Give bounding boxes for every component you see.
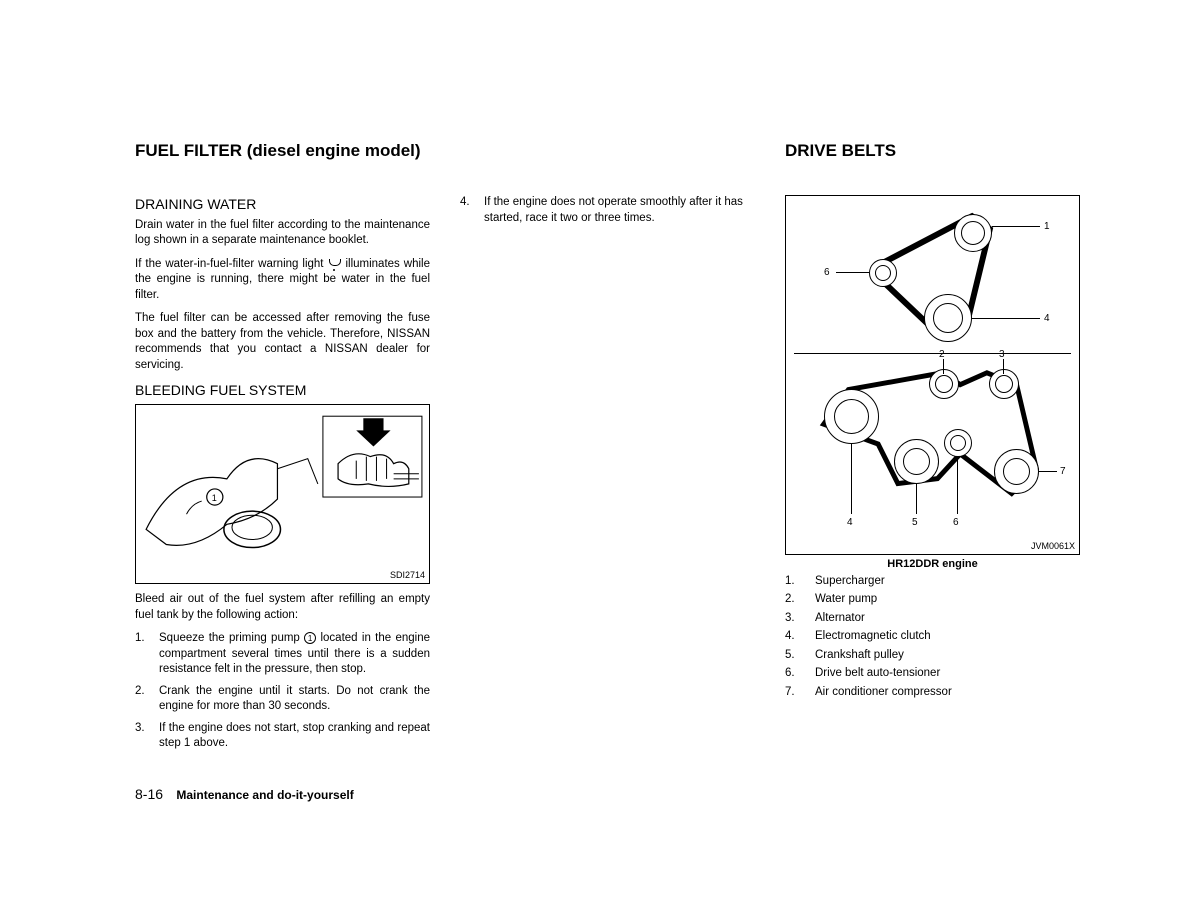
pulley-l4 — [824, 389, 879, 444]
step-3: 3. If the engine does not start, stop cr… — [135, 721, 430, 752]
step-4: 4. If the engine does not operate smooth… — [460, 195, 755, 226]
label-l3: 3 — [999, 348, 1005, 362]
figure-code-1: SDI2714 — [390, 569, 425, 581]
heading-bleeding: BLEEDING FUEL SYSTEM — [135, 381, 430, 400]
footer-title: Maintenance and do-it-yourself — [176, 788, 353, 802]
para-drain-2: If the water-in-fuel-filter warning ligh… — [135, 257, 430, 304]
pulley-l7 — [994, 449, 1039, 494]
heading-fuel-filter: FUEL FILTER (diesel engine model) — [135, 140, 430, 163]
page-number: 8-16 — [135, 786, 163, 802]
page-footer: 8-16 Maintenance and do-it-yourself — [135, 786, 354, 802]
belt-diagram-lower: 2 3 4 5 6 7 — [794, 354, 1071, 534]
figure-drive-belts: 1 6 4 — [785, 195, 1080, 555]
step-3-num: 3. — [135, 721, 159, 752]
legend-num: 6. — [785, 666, 815, 682]
para-drain-2a: If the water-in-fuel-filter warning ligh… — [135, 258, 327, 270]
column-3: DRIVE BELTS 1 6 4 — [785, 140, 1080, 780]
para-drain-3: The fuel filter can be accessed after re… — [135, 311, 430, 373]
step-2-text: Crank the engine until it starts. Do not… — [159, 684, 430, 715]
column-2: 4. If the engine does not operate smooth… — [460, 140, 755, 780]
label-l6: 6 — [953, 516, 959, 530]
pulley-l5 — [894, 439, 939, 484]
legend-num: 4. — [785, 629, 815, 645]
legend-text: Air conditioner compressor — [815, 685, 952, 701]
legend-text: Drive belt auto-tensioner — [815, 666, 940, 682]
pulley-u4 — [924, 294, 972, 342]
figure-code-2: JVM0061X — [1031, 540, 1075, 552]
label-u6: 6 — [824, 266, 830, 280]
legend-text: Alternator — [815, 611, 865, 627]
step-2-num: 2. — [135, 684, 159, 715]
water-filter-warning-icon — [327, 259, 341, 269]
heading-draining-water: DRAINING WATER — [135, 195, 430, 214]
step-4-num: 4. — [460, 195, 484, 226]
label-l5: 5 — [912, 516, 918, 530]
legend-num: 3. — [785, 611, 815, 627]
heading-drive-belts: DRIVE BELTS — [785, 140, 1080, 163]
pulley-l6 — [944, 429, 972, 457]
legend-text: Crankshaft pulley — [815, 648, 904, 664]
figure-priming-pump: 1 SDI2714 — [135, 404, 430, 584]
legend-item: 7.Air conditioner compressor — [785, 685, 1080, 701]
step-1-num: 1. — [135, 631, 159, 678]
legend-item: 4.Electromagnetic clutch — [785, 629, 1080, 645]
label-u4: 4 — [1044, 312, 1050, 326]
step-2: 2. Crank the engine until it starts. Do … — [135, 684, 430, 715]
legend-num: 1. — [785, 574, 815, 590]
engine-label: HR12DDR engine — [785, 557, 1080, 572]
legend-item: 1.Supercharger — [785, 574, 1080, 590]
step-3-text: If the engine does not start, stop crank… — [159, 721, 430, 752]
step-1: 1. Squeeze the priming pump 1 located in… — [135, 631, 430, 678]
legend-item: 5.Crankshaft pulley — [785, 648, 1080, 664]
legend-text: Supercharger — [815, 574, 885, 590]
step-1-text: Squeeze the priming pump 1 located in th… — [159, 631, 430, 678]
priming-pump-sketch: 1 — [136, 405, 429, 583]
legend-item: 6.Drive belt auto-tensioner — [785, 666, 1080, 682]
legend-num: 7. — [785, 685, 815, 701]
label-l7: 7 — [1060, 465, 1066, 479]
page-content: FUEL FILTER (diesel engine model) DRAINI… — [135, 140, 1080, 780]
svg-text:1: 1 — [212, 493, 217, 503]
legend-num: 2. — [785, 592, 815, 608]
legend-text: Electromagnetic clutch — [815, 629, 931, 645]
pulley-l2 — [929, 369, 959, 399]
belt-diagram-upper: 1 6 4 — [794, 204, 1071, 354]
label-l4: 4 — [847, 516, 853, 530]
para-bleed-intro: Bleed air out of the fuel system after r… — [135, 592, 430, 623]
para-drain-1: Drain water in the fuel filter according… — [135, 218, 430, 249]
pulley-l3 — [989, 369, 1019, 399]
legend-num: 5. — [785, 648, 815, 664]
circled-1-icon: 1 — [304, 632, 316, 644]
label-l2: 2 — [939, 348, 945, 362]
pulley-u1 — [954, 214, 992, 252]
legend-item: 2.Water pump — [785, 592, 1080, 608]
step-1a: Squeeze the priming pump — [159, 632, 304, 644]
column-1: FUEL FILTER (diesel engine model) DRAINI… — [135, 140, 430, 780]
pulley-u6 — [869, 259, 897, 287]
legend-list: 1.Supercharger2.Water pump3.Alternator4.… — [785, 574, 1080, 701]
step-4-text: If the engine does not operate smoothly … — [484, 195, 755, 226]
legend-text: Water pump — [815, 592, 877, 608]
label-u1: 1 — [1044, 220, 1050, 234]
legend-item: 3.Alternator — [785, 611, 1080, 627]
